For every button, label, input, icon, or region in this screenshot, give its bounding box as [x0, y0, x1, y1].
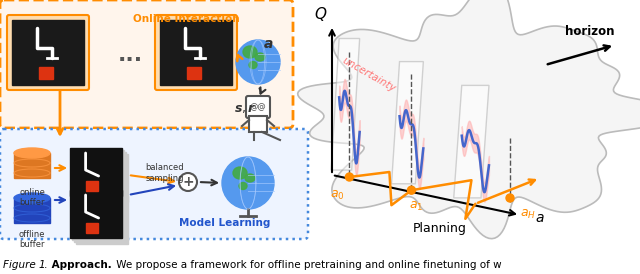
Circle shape — [346, 173, 353, 181]
Bar — [86, 223, 97, 233]
Bar — [14, 198, 50, 223]
Ellipse shape — [255, 53, 265, 61]
Polygon shape — [392, 62, 423, 184]
Text: Online Interaction: Online Interaction — [133, 14, 240, 24]
FancyBboxPatch shape — [0, 0, 293, 128]
Ellipse shape — [233, 167, 247, 179]
Bar — [74, 194, 126, 242]
Text: $Q$: $Q$ — [314, 5, 327, 23]
Text: uncertainty: uncertainty — [340, 56, 397, 94]
Circle shape — [179, 173, 197, 191]
Text: horizon: horizon — [565, 25, 615, 38]
Polygon shape — [454, 85, 489, 198]
Text: Figure 1: Figure 1 — [3, 260, 45, 270]
Text: ...: ... — [117, 45, 143, 65]
Ellipse shape — [243, 46, 257, 58]
Bar — [249, 116, 267, 132]
Text: +: + — [182, 175, 194, 189]
Text: online
buffer: online buffer — [19, 188, 45, 207]
Circle shape — [222, 157, 274, 209]
Circle shape — [506, 194, 514, 202]
Ellipse shape — [239, 182, 247, 190]
Bar — [70, 190, 122, 238]
Bar — [70, 148, 122, 196]
Ellipse shape — [245, 174, 255, 182]
Text: .: . — [44, 260, 47, 270]
FancyBboxPatch shape — [246, 96, 270, 118]
Text: Model Learning: Model Learning — [179, 218, 271, 228]
Bar — [160, 20, 232, 85]
FancyBboxPatch shape — [7, 15, 89, 90]
Text: $a$: $a$ — [535, 211, 545, 225]
Text: Planning: Planning — [413, 222, 467, 235]
Bar — [14, 153, 50, 178]
Bar — [40, 67, 53, 79]
Bar — [76, 154, 128, 202]
Text: We propose a framework for offline pretraining and online finetuning of w: We propose a framework for offline pretr… — [113, 260, 502, 270]
Text: offline
buffer: offline buffer — [19, 230, 45, 249]
Bar — [74, 152, 126, 200]
Polygon shape — [298, 0, 640, 239]
Ellipse shape — [14, 148, 50, 158]
Text: $\boldsymbol{a}$: $\boldsymbol{a}$ — [263, 37, 273, 51]
FancyBboxPatch shape — [0, 129, 308, 239]
Bar — [72, 150, 124, 198]
Bar — [188, 67, 202, 79]
Bar — [12, 20, 84, 85]
Text: $a_0$: $a_0$ — [330, 189, 345, 202]
Bar — [76, 196, 128, 244]
Bar — [86, 181, 97, 191]
Circle shape — [408, 186, 415, 194]
Polygon shape — [331, 39, 360, 170]
Text: balanced
sampling: balanced sampling — [146, 163, 184, 183]
Text: $a_1$: $a_1$ — [409, 200, 424, 213]
Bar — [72, 192, 124, 240]
Ellipse shape — [14, 193, 50, 203]
Text: $a_H$: $a_H$ — [520, 208, 536, 221]
Text: $\boldsymbol{s, r}$: $\boldsymbol{s, r}$ — [234, 102, 257, 115]
FancyBboxPatch shape — [155, 15, 237, 90]
Text: @@: @@ — [250, 102, 266, 112]
Ellipse shape — [249, 61, 257, 68]
Text: Approach.: Approach. — [48, 260, 112, 270]
Circle shape — [236, 40, 280, 84]
